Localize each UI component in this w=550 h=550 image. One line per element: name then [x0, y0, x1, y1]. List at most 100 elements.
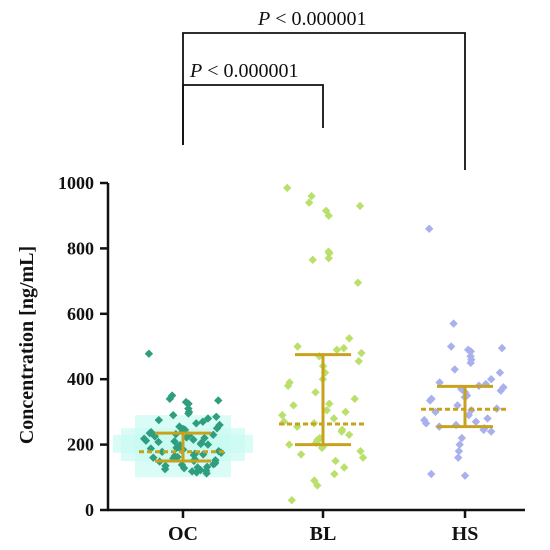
- significance-bracket: [182, 32, 466, 170]
- data-point: [324, 254, 333, 263]
- data-point: [421, 419, 431, 428]
- data-point: [170, 437, 179, 446]
- data-point: [354, 357, 363, 366]
- data-point: [330, 469, 339, 479]
- summary-statistics: [139, 353, 509, 463]
- data-point: [453, 401, 462, 410]
- data-point: [307, 191, 316, 201]
- data-point: [339, 343, 349, 353]
- data-point: [304, 198, 314, 207]
- data-point: [144, 349, 154, 358]
- data-point: [196, 439, 205, 449]
- data-point: [203, 414, 213, 423]
- data-point: [160, 464, 170, 474]
- data-point: [466, 358, 475, 368]
- data-point: [287, 495, 297, 505]
- data-point: [202, 469, 211, 478]
- data-point: [457, 433, 467, 443]
- axes: [106, 183, 525, 512]
- data-point: [455, 440, 464, 449]
- y-tick-label: 0: [85, 500, 94, 520]
- data-point: [285, 440, 294, 449]
- data-point: [454, 446, 464, 456]
- data-point: [209, 460, 218, 469]
- data-point: [189, 435, 198, 444]
- data-point: [337, 427, 346, 436]
- data-point: [331, 456, 340, 466]
- data-point: [296, 450, 306, 459]
- data-point: [344, 430, 354, 439]
- significance-label: P < 0.000001: [257, 8, 367, 30]
- data-point: [169, 410, 178, 420]
- data-point: [358, 453, 368, 462]
- data-point: [325, 399, 334, 408]
- y-axis-label: Concentration [ng/mL]: [16, 246, 38, 444]
- data-point: [425, 224, 434, 233]
- data-point: [154, 415, 164, 425]
- y-tick-label: 200: [67, 435, 94, 455]
- data-point: [283, 381, 293, 390]
- y-ticks: 0 200 400 600 800 1000: [58, 173, 108, 520]
- data-points: [139, 183, 508, 505]
- data-point: [460, 471, 470, 480]
- data-point: [427, 469, 436, 479]
- data-point: [293, 342, 302, 351]
- y-tick-label: 600: [67, 304, 94, 324]
- data-point: [356, 446, 365, 456]
- data-point: [184, 399, 193, 408]
- data-point: [146, 444, 156, 453]
- data-point: [203, 440, 213, 449]
- data-point: [446, 342, 456, 351]
- data-point: [173, 452, 182, 462]
- data-point: [192, 468, 201, 477]
- data-point: [350, 394, 359, 404]
- x-ticks: OC BL HS: [168, 510, 478, 545]
- data-point: [308, 255, 317, 265]
- x-tick-label: HS: [452, 523, 479, 545]
- data-point: [324, 211, 333, 220]
- data-point: [497, 343, 507, 353]
- data-point: [425, 396, 435, 405]
- data-point: [184, 409, 193, 418]
- data-point: [332, 345, 342, 354]
- y-tick-label: 800: [67, 238, 94, 258]
- data-point: [450, 365, 459, 374]
- data-point: [167, 391, 177, 400]
- y-tick-label: 400: [67, 369, 94, 389]
- data-point: [341, 407, 350, 417]
- data-point: [435, 378, 444, 387]
- data-point: [289, 401, 298, 410]
- data-point: [209, 430, 218, 439]
- significance-brackets: P < 0.000001 P < 0.000001: [182, 8, 466, 170]
- data-point: [283, 183, 292, 193]
- data-point: [214, 396, 223, 405]
- y-tick-label: 1000: [58, 173, 94, 193]
- data-point: [345, 334, 354, 343]
- data-point: [179, 463, 189, 473]
- data-point: [157, 447, 167, 456]
- data-point: [141, 436, 151, 445]
- x-tick-label: BL: [310, 523, 337, 545]
- data-point: [449, 319, 458, 328]
- data-point: [487, 375, 496, 384]
- data-point: [464, 410, 473, 420]
- data-point: [340, 463, 349, 472]
- data-point: [165, 394, 175, 404]
- data-point: [198, 417, 208, 426]
- data-point: [496, 386, 505, 395]
- data-point: [311, 388, 320, 397]
- data-point: [357, 348, 366, 358]
- data-point: [322, 406, 331, 415]
- data-point: [192, 419, 201, 428]
- data-point: [278, 410, 287, 420]
- data-point: [486, 427, 496, 436]
- data-point: [212, 424, 222, 433]
- data-point: [353, 278, 363, 287]
- data-point: [313, 481, 322, 490]
- data-point: [495, 368, 505, 377]
- data-point: [212, 412, 221, 422]
- significance-label: P < 0.000001: [189, 60, 299, 82]
- data-point: [355, 201, 365, 211]
- data-point: [471, 417, 481, 426]
